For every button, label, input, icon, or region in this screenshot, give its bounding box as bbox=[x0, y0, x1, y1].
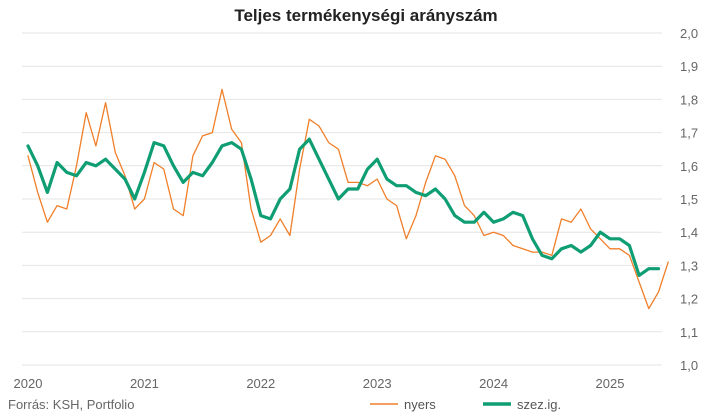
legend-label-nyers: nyers bbox=[404, 397, 436, 412]
y-tick-label: 1,0 bbox=[680, 358, 698, 373]
legend: nyers szez.ig. bbox=[370, 397, 561, 412]
y-tick-label: 1,5 bbox=[680, 192, 698, 207]
y-tick-label: 1,8 bbox=[680, 92, 698, 107]
y-tick-label: 1,9 bbox=[680, 59, 698, 74]
series-line-szez-ig bbox=[26, 137, 661, 277]
y-tick-label: 1,6 bbox=[680, 159, 698, 174]
x-tick-label: 2020 bbox=[14, 376, 43, 391]
y-axis-ticks: 2,0 1,9 1,8 1,7 1,6 1,5 1,4 1,3 1,2 1,1 1,0 bbox=[680, 26, 698, 373]
x-tick-label: 2025 bbox=[596, 376, 625, 391]
y-tick-label: 1,4 bbox=[680, 225, 698, 240]
x-tick-label: 2023 bbox=[363, 376, 392, 391]
x-tick-label: 2021 bbox=[130, 376, 159, 391]
x-tick-label: 2022 bbox=[246, 376, 275, 391]
grid-lines bbox=[22, 32, 662, 366]
source-note: Forrás: KSH, Portfolio bbox=[8, 397, 134, 412]
y-tick-label: 1,7 bbox=[680, 126, 698, 141]
x-tick-label: 2024 bbox=[479, 376, 508, 391]
legend-label-szez-ig: szez.ig. bbox=[517, 397, 561, 412]
x-axis-ticks: 2020 2021 2022 2023 2024 2025 bbox=[14, 376, 625, 391]
chart-title: Teljes termékenységi arányszám bbox=[234, 6, 497, 25]
series-lines bbox=[26, 88, 669, 310]
y-tick-label: 1,3 bbox=[680, 258, 698, 273]
y-tick-label: 2,0 bbox=[680, 26, 698, 41]
series-line-nyers bbox=[27, 88, 669, 310]
y-tick-label: 1,1 bbox=[680, 325, 698, 340]
y-tick-label: 1,2 bbox=[680, 292, 698, 307]
